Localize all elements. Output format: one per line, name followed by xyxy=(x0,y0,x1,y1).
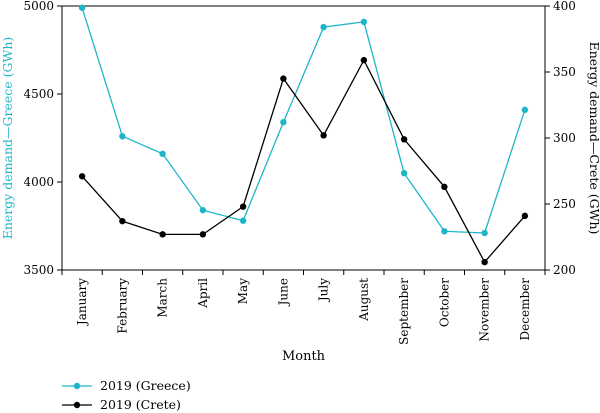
y-axis-right-label: Energy demand—Crete (GWh) xyxy=(587,42,600,235)
x-tick-label: December xyxy=(518,278,532,341)
data-point-greece xyxy=(441,228,448,235)
y-right-tick-label: 300 xyxy=(553,131,576,145)
x-tick-label: September xyxy=(397,278,411,345)
legend-label-crete: 2019 (Crete) xyxy=(100,397,181,412)
y-right-tick-label: 250 xyxy=(553,197,576,211)
y-axis-left-label: Energy demand—Greece (GWh) xyxy=(0,37,15,240)
x-tick-label: June xyxy=(276,278,290,307)
data-point-crete xyxy=(199,231,207,238)
data-point-crete xyxy=(119,217,126,225)
data-point-crete xyxy=(320,132,327,139)
y-left-tick-label: 3500 xyxy=(23,263,54,277)
x-tick-label: February xyxy=(115,278,129,334)
plot-area-frame xyxy=(61,5,546,271)
data-point-crete xyxy=(400,136,408,143)
data-point-greece xyxy=(481,229,488,237)
legend-label-greece: 2019 (Greece) xyxy=(100,378,191,393)
x-tick-label: January xyxy=(75,278,89,327)
data-point-greece xyxy=(521,106,529,114)
data-point-crete xyxy=(78,173,86,180)
y-right-tick-label: 350 xyxy=(553,65,576,79)
data-point-greece xyxy=(78,4,86,11)
data-point-greece xyxy=(119,133,126,140)
data-point-crete xyxy=(280,75,287,82)
y-right-tick-label: 400 xyxy=(553,0,576,13)
x-tick-label: March xyxy=(156,278,170,318)
x-tick-label: July xyxy=(317,278,331,303)
x-tick-label: October xyxy=(437,278,451,327)
y-left-tick-label: 4000 xyxy=(23,175,54,189)
data-point-crete xyxy=(239,203,247,210)
y-left-tick-label: 5000 xyxy=(23,0,54,13)
data-point-crete xyxy=(481,258,488,266)
data-point-greece xyxy=(239,217,247,224)
data-point-crete xyxy=(441,183,448,191)
data-point-greece xyxy=(400,170,408,177)
data-point-greece xyxy=(159,150,166,158)
data-point-crete xyxy=(521,212,529,220)
legend: 2019 (Greece) 2019 (Crete) xyxy=(62,378,191,412)
y-left-tick-label: 4500 xyxy=(23,87,54,101)
x-tick-label: April xyxy=(196,278,210,309)
y-right-tick-label: 200 xyxy=(553,263,576,277)
legend-marker-crete xyxy=(73,401,81,409)
data-point-greece xyxy=(320,23,327,31)
data-point-greece xyxy=(199,206,207,214)
x-tick-label: November xyxy=(478,278,492,342)
data-point-greece xyxy=(360,18,368,26)
x-axis-label: Month xyxy=(282,349,326,364)
data-point-crete xyxy=(159,231,166,238)
legend-marker-greece xyxy=(73,382,81,390)
series-line-greece xyxy=(81,7,526,234)
series-line-crete xyxy=(81,58,526,264)
x-tick-label: May xyxy=(236,278,250,304)
data-point-crete xyxy=(360,56,368,64)
x-tick-label: August xyxy=(357,278,371,322)
data-point-greece xyxy=(280,118,287,126)
